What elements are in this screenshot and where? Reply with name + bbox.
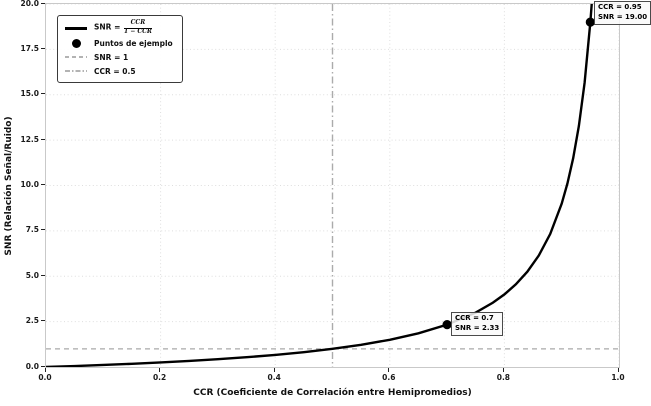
annotation-line: CCR = 0.7 [455, 314, 494, 322]
annotation-point-0.95: CCR = 0.95 SNR = 19.00 [594, 1, 651, 25]
x-tick-label: 1.0 [611, 373, 625, 382]
y-tick-mark [41, 229, 45, 231]
legend-item-points: Puntos de ejemplo [65, 36, 173, 50]
annotation-point-0.7: CCR = 0.7 SNR = 2.33 [451, 312, 504, 336]
y-tick-mark [41, 2, 45, 4]
x-axis-label: CCR (Coeficiente de Correlación entre He… [193, 388, 472, 398]
dashdot-line-swatch [65, 70, 87, 72]
chart-canvas [46, 4, 619, 367]
x-tick-mark [159, 368, 161, 372]
y-tick-mark [41, 274, 45, 276]
y-tick-mark [41, 365, 45, 367]
y-tick-label: 10.0 [20, 180, 39, 189]
y-tick-label: 12.5 [20, 134, 39, 144]
dashed-line-swatch [65, 56, 87, 58]
legend-item-ccr05: CCR = 0.5 [65, 64, 173, 78]
x-tick-label: 0.6 [382, 373, 396, 382]
y-tick-mark [41, 47, 45, 49]
legend-points-label: Puntos de ejemplo [94, 38, 173, 48]
x-tick-mark [617, 368, 619, 372]
legend: SNR = CCR 1 − CCR Puntos de ejemplo SNR =… [57, 15, 183, 83]
example-point [442, 320, 452, 330]
solid-line-swatch [65, 26, 87, 30]
y-tick-label: 17.5 [20, 43, 39, 53]
y-tick-label: 7.5 [25, 225, 39, 235]
legend-ccr05-label: CCR = 0.5 [94, 66, 136, 76]
y-tick-mark [41, 93, 45, 95]
x-tick-mark [273, 368, 275, 372]
fraction: CCR 1 − CCR [123, 19, 152, 35]
x-tick-label: 0.8 [496, 373, 511, 382]
legend-item-snr1: SNR = 1 [65, 50, 173, 64]
x-tick-mark [44, 368, 46, 372]
x-tick-label: 0.4 [267, 373, 281, 382]
legend-formula-label: SNR = CCR 1 − CCR [94, 19, 152, 35]
legend-item-formula: SNR = CCR 1 − CCR [65, 20, 173, 36]
y-tick-label: 15.0 [20, 89, 39, 99]
y-tick-label: 0.0 [25, 361, 39, 371]
x-tick-label: 0.2 [152, 373, 167, 382]
dot-marker-swatch [65, 38, 87, 48]
y-tick-mark [41, 184, 45, 185]
y-tick-mark [41, 320, 45, 322]
x-tick-mark [502, 368, 504, 372]
y-tick-label: 5.0 [25, 270, 39, 280]
annotation-line: CCR = 0.95 [598, 3, 642, 11]
x-tick-mark [388, 368, 390, 372]
x-tick-label: 0.0 [38, 373, 52, 382]
y-tick-label: 2.5 [25, 316, 39, 326]
legend-snr1-label: SNR = 1 [94, 52, 129, 62]
y-tick-mark [41, 138, 45, 140]
example-point [585, 17, 595, 27]
y-tick-label: 20.0 [20, 0, 39, 8]
annotation-line: SNR = 2.33 [455, 323, 500, 332]
annotation-line: SNR = 19.00 [598, 12, 648, 21]
